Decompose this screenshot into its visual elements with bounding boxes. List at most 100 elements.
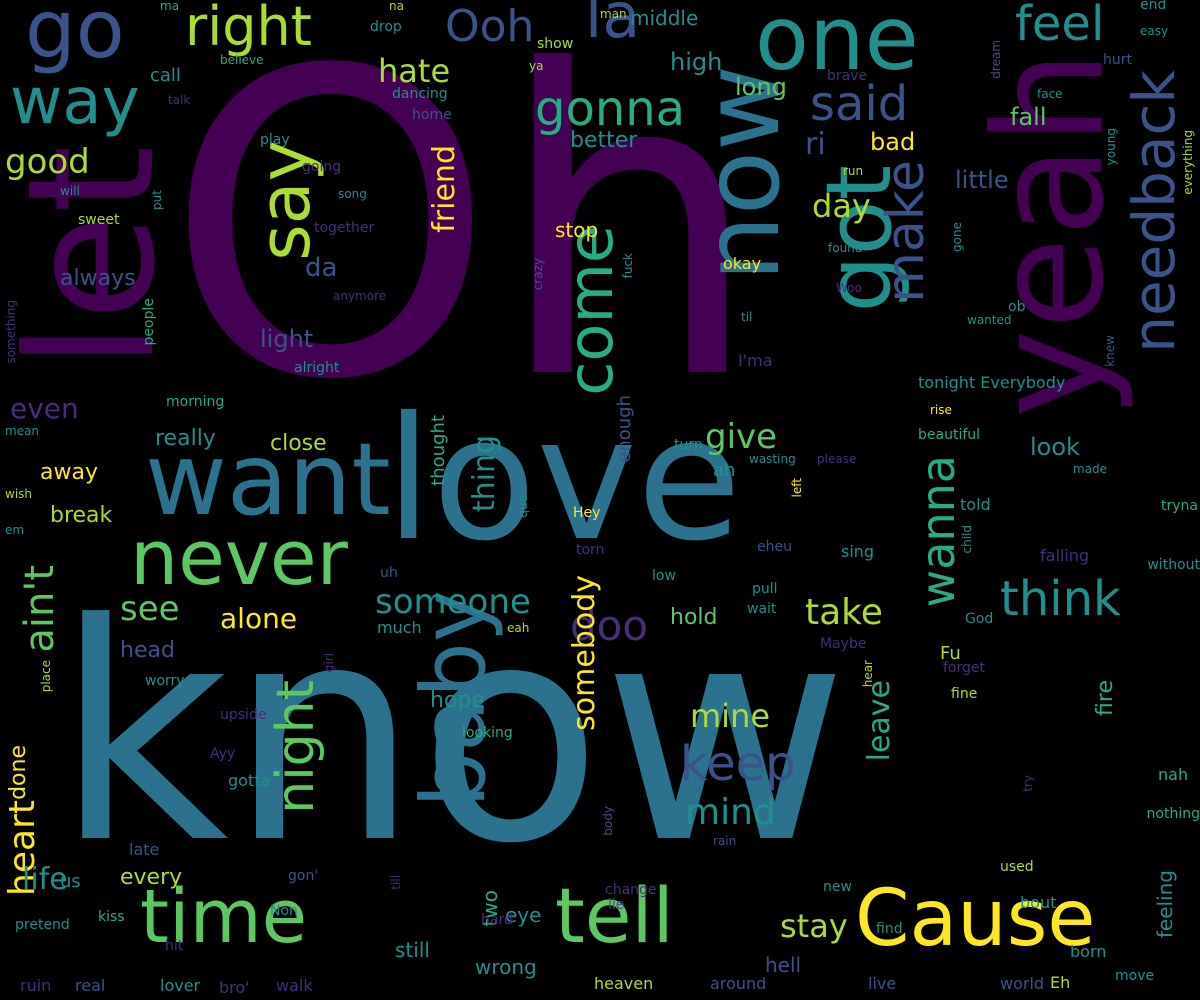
cloud-word: feel	[1015, 0, 1105, 52]
cloud-word: call	[150, 65, 181, 86]
cloud-word: lover	[160, 976, 201, 995]
cloud-word: looking	[462, 725, 513, 741]
cloud-word: upside	[220, 707, 267, 723]
cloud-word: move	[1115, 968, 1155, 984]
cloud-word: every	[120, 865, 183, 890]
cloud-word: away	[40, 460, 98, 485]
cloud-word: tonight Everybody	[918, 373, 1066, 392]
cloud-word: man	[600, 7, 627, 21]
cloud-word: everything	[1181, 130, 1195, 195]
cloud-word: friend	[427, 145, 462, 233]
cloud-word: said	[810, 76, 909, 132]
cloud-word: crazy	[531, 258, 545, 291]
cloud-word: wanna	[911, 455, 965, 608]
cloud-word: run	[843, 164, 864, 178]
cloud-word: left	[790, 478, 804, 498]
cloud-word: em	[5, 523, 25, 537]
cloud-word: forget	[943, 660, 985, 676]
cloud-word: young	[1104, 128, 1118, 166]
cloud-word: eye	[505, 903, 542, 927]
cloud-word: na	[389, 0, 404, 13]
cloud-word: ruin	[20, 976, 52, 995]
cloud-word: hell	[765, 953, 802, 977]
cloud-word: body	[601, 806, 615, 836]
cloud-word: light	[260, 325, 314, 353]
cloud-word: doo	[570, 601, 649, 650]
cloud-word: dancing	[392, 86, 448, 102]
cloud-word: kiss	[98, 909, 125, 925]
cloud-word: lie	[608, 897, 625, 913]
cloud-word: high	[670, 48, 723, 76]
cloud-word: hear	[861, 660, 875, 688]
cloud-word: uh	[380, 565, 398, 581]
cloud-word: show	[537, 36, 574, 52]
cloud-word: Non	[270, 903, 298, 919]
cloud-word: together	[314, 220, 375, 236]
cloud-word: nah	[1158, 765, 1189, 784]
cloud-word: close	[270, 431, 327, 456]
cloud-word: Fu	[940, 643, 961, 664]
cloud-word: face	[1037, 87, 1063, 101]
cloud-word: morning	[166, 394, 225, 410]
cloud-word: pretend	[15, 917, 70, 933]
cloud-word: hope	[430, 688, 485, 713]
cloud-word: eheu	[757, 539, 792, 555]
cloud-word: fall	[1010, 103, 1047, 131]
cloud-word: believe	[220, 53, 264, 67]
cloud-word: done	[6, 745, 31, 800]
cloud-word: never	[130, 513, 348, 602]
cloud-word: Oh	[165, 0, 762, 472]
cloud-word: heaven	[594, 974, 654, 993]
cloud-word: night	[266, 680, 326, 814]
cloud-word: Maybe	[820, 636, 867, 652]
cloud-word: mind	[685, 792, 776, 833]
cloud-word: leave	[862, 680, 897, 762]
cloud-word: take	[805, 592, 883, 633]
cloud-word: la	[585, 0, 641, 52]
cloud-word: even	[10, 392, 79, 425]
cloud-word: something	[4, 300, 18, 364]
cloud-word: til	[741, 310, 753, 324]
cloud-word: low	[652, 568, 676, 584]
cloud-word: place	[39, 660, 53, 693]
cloud-word: turn	[674, 437, 703, 453]
cloud-word: world	[1000, 974, 1045, 993]
cloud-word: till	[389, 875, 403, 890]
cloud-word: God	[965, 611, 994, 627]
cloud-word: falling	[1040, 546, 1090, 565]
cloud-word: Ayy	[210, 746, 236, 762]
cloud-word: torn	[576, 542, 605, 558]
cloud-word: play	[260, 132, 290, 148]
cloud-word: end	[1140, 0, 1167, 13]
cloud-word: please	[817, 452, 857, 466]
cloud-word: thing	[467, 435, 502, 513]
cloud-word: try	[1021, 775, 1035, 792]
cloud-word: bout	[1020, 893, 1057, 912]
cloud-word: alone	[220, 602, 298, 635]
cloud-word: Ooh	[445, 1, 535, 52]
cloud-word: anymore	[333, 289, 387, 303]
cloud-word: home	[412, 107, 452, 123]
cloud-word: Hey	[573, 505, 601, 521]
cloud-word: day	[812, 187, 871, 225]
cloud-word: come	[554, 225, 627, 396]
cloud-word: time	[140, 874, 308, 960]
cloud-word: way	[10, 65, 140, 139]
cloud-word: put	[150, 190, 164, 210]
cloud-word: look	[1030, 433, 1080, 461]
cloud-word: middle	[630, 6, 699, 30]
cloud-word: still	[395, 938, 430, 962]
cloud-word: rise	[930, 403, 952, 417]
cloud-word: alright	[294, 360, 340, 376]
cloud-word: without	[1147, 557, 1200, 573]
cloud-word: born	[1070, 942, 1107, 961]
cloud-word: brave	[827, 68, 868, 84]
cloud-word: wish	[5, 487, 33, 501]
cloud-word: bro'	[219, 978, 250, 997]
cloud-word: nothing	[1146, 806, 1200, 822]
cloud-word: da	[305, 253, 338, 283]
cloud-word: ma	[160, 0, 180, 13]
cloud-word: tryna	[1161, 498, 1198, 514]
cloud-word: mine	[690, 697, 771, 735]
